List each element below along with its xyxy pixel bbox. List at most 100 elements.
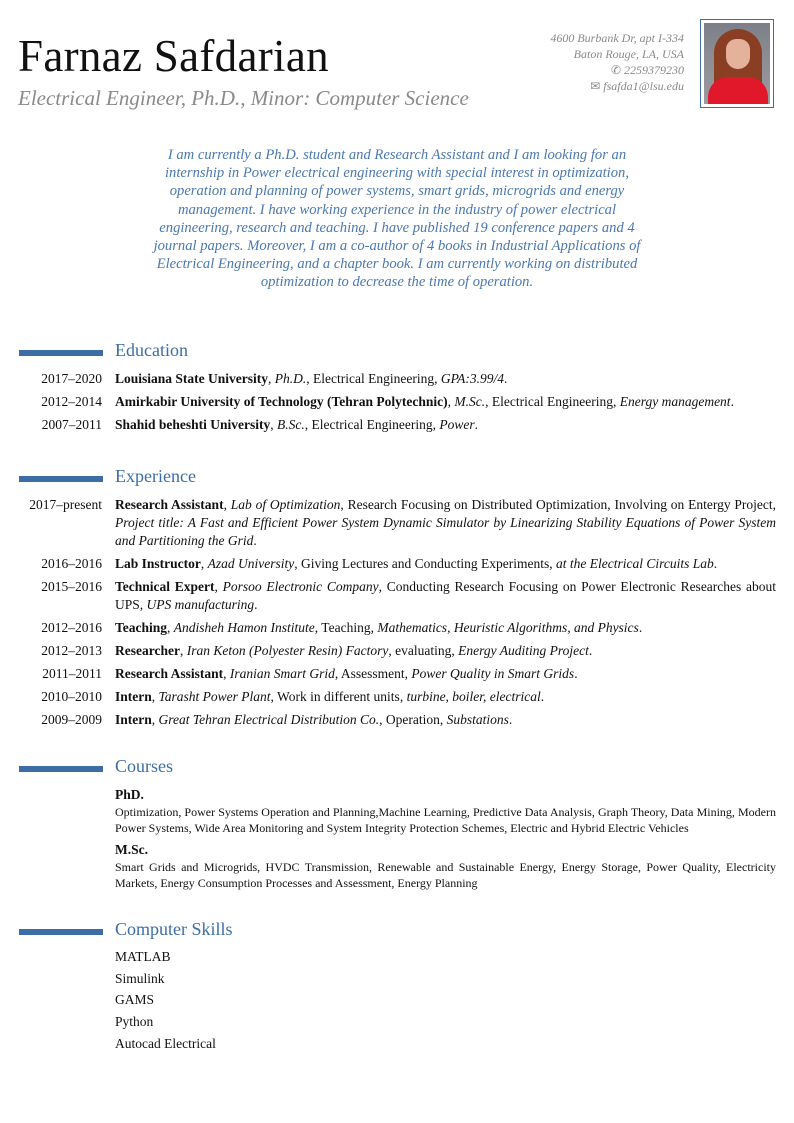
entry-title: Technical Expert xyxy=(115,579,215,594)
entry-title: Research Assistant xyxy=(115,497,224,512)
entry-date: 2012–2013 xyxy=(41,643,102,658)
section-bar xyxy=(19,766,103,772)
entry-note: GPA:3.99/4 xyxy=(440,371,504,386)
entry-title: Intern xyxy=(115,712,152,727)
entry-row: 2011–2011 Research Assistant, Iranian Sma… xyxy=(0,665,794,683)
entry-detail: Electrical Engineering xyxy=(311,417,433,432)
entry-date: 2007–2011 xyxy=(41,417,102,432)
course-group-title: PhD. xyxy=(115,787,144,802)
section-bar xyxy=(19,350,103,356)
entry-detail: Electrical Engineering xyxy=(491,394,613,409)
entry-body: Research Assistant, Iranian Smart Grid, … xyxy=(115,666,578,681)
entry-title: Shahid beheshti University xyxy=(115,417,271,432)
section-experience: Experience 2017–present Research Assistan… xyxy=(0,466,794,729)
entry-title: Teaching xyxy=(115,620,168,635)
entry-row: 2012–2014 Amirkabir University of Technol… xyxy=(0,393,794,411)
address-line-2: Baton Rouge, LA, USA xyxy=(573,47,684,61)
entry-organization: M.Sc. xyxy=(454,394,486,409)
entry-detail: Research Focusing on Distributed Optimiz… xyxy=(347,497,773,512)
course-group-title: M.Sc. xyxy=(115,842,148,857)
entry-organization: Great Tehran Electrical Distribution Co. xyxy=(158,712,380,727)
entry-date: 2012–2014 xyxy=(41,394,102,409)
candidate-name: Farnaz Safdarian xyxy=(18,31,329,81)
entry-date: 2010–2010 xyxy=(41,689,102,704)
entry-row: 2009–2009 Intern, Great Tehran Electrical… xyxy=(0,711,794,729)
candidate-title: Electrical Engineer, Ph.D., Minor: Compu… xyxy=(18,86,469,110)
entry-title: Research Assistant xyxy=(115,666,224,681)
section-bar xyxy=(19,929,103,935)
entry-note: Substations xyxy=(446,712,509,727)
section-courses: Courses PhD. Optimization, Power Systems … xyxy=(0,756,794,891)
entry-note: Project title: A Fast and Efficient Powe… xyxy=(115,515,776,548)
entry-detail: Electrical Engineering xyxy=(313,371,435,386)
entry-date: 2017–present xyxy=(29,497,102,512)
skill-item: Python xyxy=(115,1014,154,1030)
email-address[interactable]: fsafda1@lsu.edu xyxy=(603,79,684,93)
email[interactable]: ✉ fsafda1@lsu.edu xyxy=(550,78,684,94)
mobile-phone-icon: ✆ xyxy=(610,63,621,77)
entry-body: Louisiana State University, Ph.D., Elect… xyxy=(115,371,508,386)
entry-organization: Ph.D. xyxy=(274,371,307,386)
skill-item: GAMS xyxy=(115,992,155,1008)
entry-row: 2015–2016 Technical Expert, Porsoo Electr… xyxy=(0,578,794,614)
entry-detail: evaluating xyxy=(395,643,452,658)
entry-date: 2016–2016 xyxy=(41,556,102,571)
entry-organization: Azad University xyxy=(207,556,295,571)
section-title: Computer Skills xyxy=(115,919,233,939)
entry-title: Amirkabir University of Technology (Tehr… xyxy=(115,394,448,409)
entry-body: Researcher, Iran Keton (Polyester Resin)… xyxy=(115,643,593,658)
section-computer-skills: Computer Skills MATLAB Simulink GAMS Python… xyxy=(0,919,794,1055)
entry-date: 2012–2016 xyxy=(41,620,102,635)
section-title: Courses xyxy=(115,756,173,776)
entry-organization: Porsoo Electronic Company xyxy=(222,579,379,594)
entry-date: 2017–2020 xyxy=(41,371,102,386)
section-bar xyxy=(19,476,103,482)
envelope-icon: ✉ xyxy=(590,79,601,93)
entry-organization: Andisheh Hamon Institute xyxy=(173,620,315,635)
section-education: Education 2017–2020 Louisiana State Unive… xyxy=(0,340,794,434)
skill-item: MATLAB xyxy=(115,949,171,964)
entry-title: Researcher xyxy=(115,643,180,658)
skill-item: Autocad Electrical xyxy=(115,1035,216,1051)
course-list-text: Smart Grids and Microgrids, HVDC Transmi… xyxy=(115,860,776,890)
entry-organization: Lab of Optimization xyxy=(230,497,341,512)
entry-body: Technical Expert, Porsoo Electronic Comp… xyxy=(115,579,777,612)
entry-date: 2009–2009 xyxy=(41,712,102,727)
contact-info: 4600 Burbank Dr, apt I-334 Baton Rouge, … xyxy=(550,30,684,94)
entry-organization: Iran Keton (Polyester Resin) Factory xyxy=(186,643,389,658)
entry-note: at the Electrical Circuits Lab xyxy=(555,556,714,571)
entry-body: Research Assistant, Lab of Optimization,… xyxy=(115,497,776,548)
entry-row: 2017–2020 Louisiana State University, Ph.… xyxy=(0,370,794,388)
entry-date: 2015–2016 xyxy=(41,579,102,594)
phone: ✆ 2259379230 xyxy=(550,62,684,78)
entry-organization: Tarasht Power Plant xyxy=(158,689,271,704)
entry-date: 2011–2011 xyxy=(42,666,102,681)
entry-body: Teaching, Andisheh Hamon Institute, Teac… xyxy=(115,620,643,635)
entry-body: Lab Instructor, Azad University, Giving … xyxy=(115,556,718,571)
entry-organization: B.Sc. xyxy=(277,417,305,432)
entry-detail: Operation xyxy=(385,712,440,727)
entry-note: Mathematics, Heuristic Algorithms, and P… xyxy=(377,620,639,635)
section-title: Education xyxy=(115,340,188,360)
entry-body: Amirkabir University of Technology (Tehr… xyxy=(115,394,734,409)
entry-body: Shahid beheshti University, B.Sc., Elect… xyxy=(115,417,478,432)
course-group-name: PhD xyxy=(115,787,141,802)
entry-note: Energy Auditing Project xyxy=(458,643,589,658)
entry-note: Energy management xyxy=(619,394,731,409)
address-line-1: 4600 Burbank Dr, apt I-334 xyxy=(550,31,684,45)
entry-row: 2017–present Research Assistant, Lab of O… xyxy=(0,496,794,550)
section-title: Experience xyxy=(115,466,196,486)
entry-detail: Conducting Research Focusing on Power El… xyxy=(115,579,777,612)
entry-row: 2012–2013 Researcher, Iran Keton (Polyest… xyxy=(0,642,794,660)
entry-row: 2010–2010 Intern, Tarasht Power Plant, Wo… xyxy=(0,688,794,706)
entry-detail: Work in different units xyxy=(277,689,400,704)
entry-detail: Teaching xyxy=(321,620,371,635)
profile-photo xyxy=(700,19,774,108)
entry-title: Louisiana State University xyxy=(115,371,269,386)
summary-quote: I am currently a Ph.D. student and Resea… xyxy=(153,147,641,291)
entry-body: Intern, Tarasht Power Plant, Work in dif… xyxy=(115,689,545,704)
entry-title: Lab Instructor xyxy=(115,556,201,571)
course-group-name: M.Sc xyxy=(115,842,145,857)
entry-detail: Giving Lectures and Conducting Experimen… xyxy=(301,556,550,571)
skill-item: Simulink xyxy=(115,970,165,986)
